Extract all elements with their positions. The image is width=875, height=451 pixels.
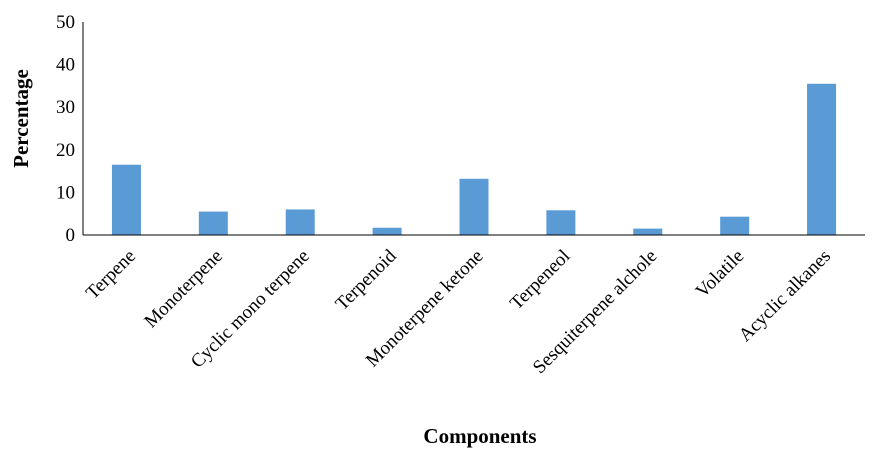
x-category-label: Monoterpene: [140, 246, 226, 332]
x-category-label: Terpene: [82, 246, 140, 304]
y-axis-title: Percentage: [9, 69, 33, 168]
y-tick-labels: 0 10 20 30 40 50: [56, 12, 75, 246]
bar: [111, 164, 141, 235]
x-category-label: Volatile: [692, 246, 748, 302]
x-category-label: Terpenoid: [332, 245, 401, 314]
y-tick-label: 10: [56, 182, 75, 203]
bar: [633, 228, 663, 235]
x-axis-title: Components: [423, 424, 536, 448]
bars-group: [111, 83, 837, 236]
bar: [546, 210, 576, 235]
bar: [372, 227, 402, 235]
bar: [285, 209, 315, 235]
y-tick-label: 50: [56, 12, 75, 33]
x-category-label: Terpeneol: [506, 246, 574, 314]
bar: [459, 178, 489, 235]
bar: [198, 211, 228, 235]
bar: [807, 83, 837, 236]
y-tick-label: 40: [56, 55, 75, 76]
y-tick-label: 20: [56, 140, 75, 161]
y-tick-label: 0: [66, 225, 76, 246]
bar: [720, 216, 750, 235]
y-tick-label: 30: [56, 97, 75, 118]
x-category-label: Acyclic alkanes: [735, 246, 835, 346]
